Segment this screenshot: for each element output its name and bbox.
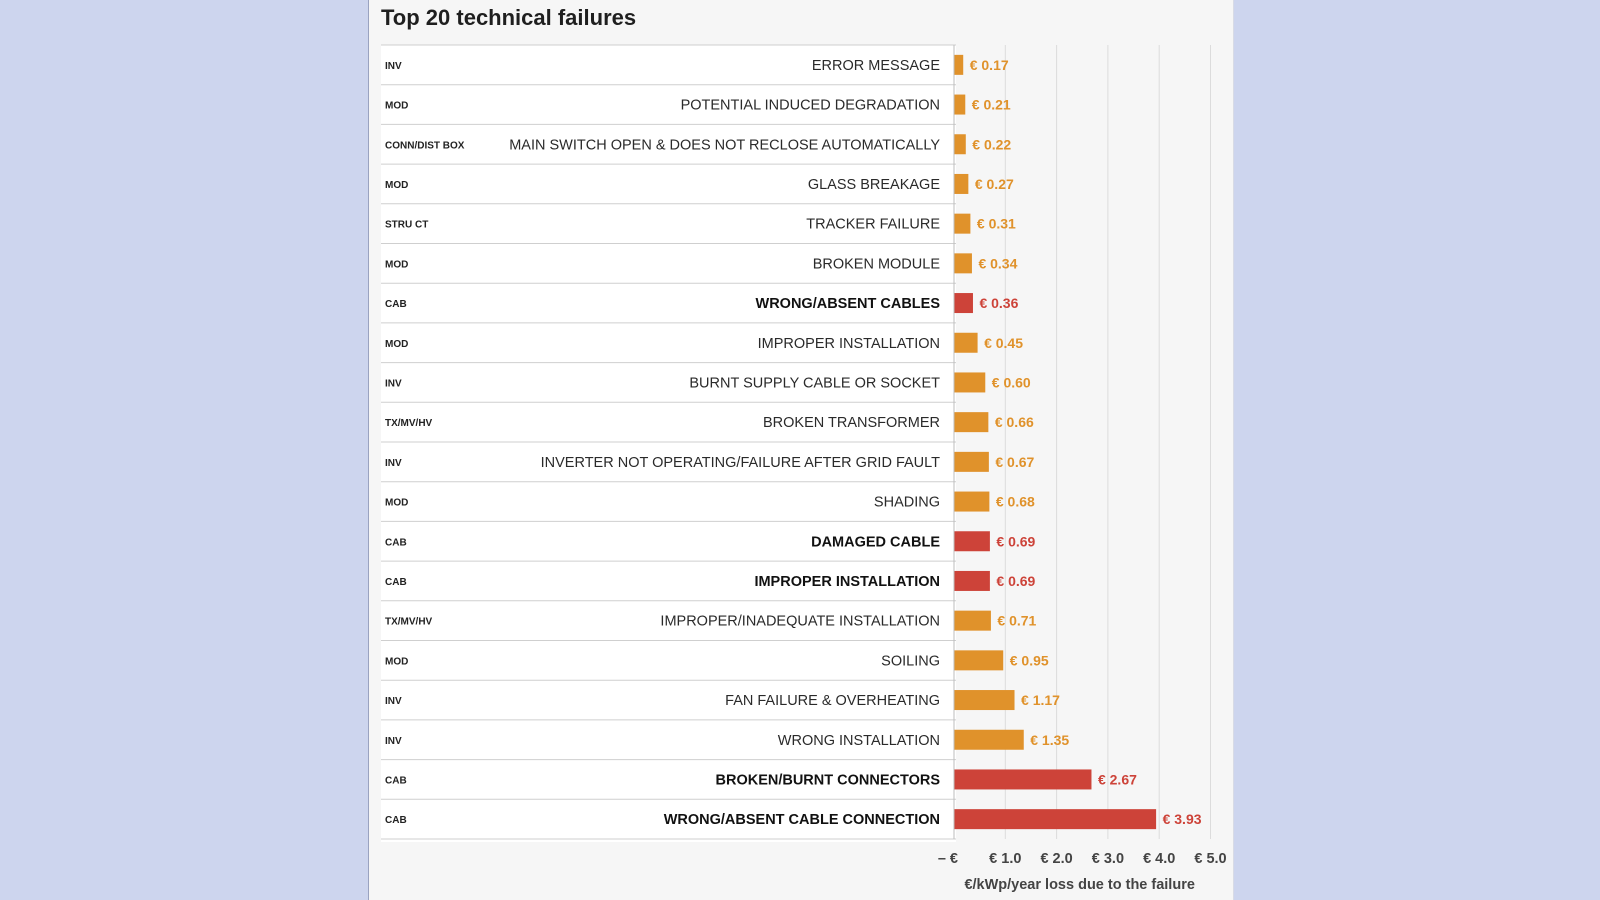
bar bbox=[954, 531, 990, 552]
failure-name: GLASS BREAKAGE bbox=[808, 177, 940, 193]
failure-name: INVERTER NOT OPERATING/FAILURE AFTER GRI… bbox=[541, 455, 940, 471]
failure-category: CAB bbox=[385, 815, 407, 826]
failure-category: MOD bbox=[385, 339, 408, 350]
bar bbox=[954, 94, 966, 115]
bar-chart: INV ERROR MESSAGE € 0.17 MOD POTENTIAL INDUC… bbox=[381, 44, 1227, 893]
bar bbox=[954, 134, 966, 155]
bar bbox=[954, 213, 971, 234]
bar bbox=[954, 293, 973, 314]
bar bbox=[954, 769, 1092, 790]
x-tick-label: € 5.0 bbox=[1194, 851, 1226, 867]
failure-name: IMPROPER INSTALLATION bbox=[758, 336, 940, 352]
bar bbox=[954, 54, 964, 75]
x-tick-label: € 3.0 bbox=[1092, 851, 1124, 867]
bar bbox=[954, 253, 972, 274]
bar-value-label: € 0.45 bbox=[984, 335, 1023, 351]
failure-category: TX/MV/HV bbox=[385, 418, 433, 429]
failure-category: STRU CT bbox=[385, 220, 428, 231]
bar-value-label: € 0.17 bbox=[970, 57, 1009, 73]
bar bbox=[954, 372, 986, 393]
bar-value-label: € 1.35 bbox=[1030, 732, 1069, 748]
bar-value-label: € 0.69 bbox=[996, 573, 1035, 589]
bar bbox=[954, 412, 989, 433]
failure-category: INV bbox=[385, 378, 402, 389]
x-tick-label: € 2.0 bbox=[1040, 851, 1072, 867]
failure-category: MOD bbox=[385, 101, 408, 112]
bar-value-label: € 0.34 bbox=[978, 255, 1017, 271]
bar-value-label: € 0.68 bbox=[996, 494, 1035, 510]
bar bbox=[954, 809, 1157, 830]
failure-name: TRACKER FAILURE bbox=[806, 217, 940, 233]
bar bbox=[954, 173, 969, 194]
failure-category: CAB bbox=[385, 537, 407, 548]
bar bbox=[954, 491, 990, 512]
failure-name: IMPROPER INSTALLATION bbox=[754, 574, 940, 590]
failure-category: INV bbox=[385, 736, 402, 747]
bar bbox=[954, 610, 991, 631]
failure-name: ERROR MESSAGE bbox=[812, 58, 940, 74]
x-axis-label: €/kWp/year loss due to the failure bbox=[964, 877, 1194, 893]
failure-name: POTENTIAL INDUCED DEGRADATION bbox=[681, 98, 940, 114]
failure-name: BROKEN TRANSFORMER bbox=[763, 415, 940, 431]
bar-value-label: € 0.66 bbox=[995, 414, 1034, 430]
failure-name: BURNT SUPPLY CABLE OR SOCKET bbox=[689, 375, 940, 391]
failure-category: INV bbox=[385, 458, 402, 469]
failure-name: WRONG/ABSENT CABLE CONNECTION bbox=[664, 812, 940, 828]
bar-value-label: € 0.67 bbox=[995, 454, 1034, 470]
x-tick-label: – € bbox=[938, 851, 958, 867]
failure-name: DAMAGED CABLE bbox=[811, 534, 940, 550]
bar-value-label: € 1.17 bbox=[1021, 692, 1060, 708]
failure-name: IMPROPER/INADEQUATE INSTALLATION bbox=[660, 614, 940, 630]
bar-value-label: € 0.21 bbox=[972, 97, 1011, 113]
bar bbox=[954, 729, 1024, 750]
failure-category: CAB bbox=[385, 577, 407, 588]
failure-name: SOILING bbox=[881, 653, 940, 669]
bar-value-label: € 0.22 bbox=[972, 136, 1011, 152]
bar-value-label: € 0.95 bbox=[1010, 652, 1049, 668]
failure-name: FAN FAILURE & OVERHEATING bbox=[725, 693, 940, 709]
failure-category: INV bbox=[385, 61, 402, 72]
bar-value-label: € 0.31 bbox=[977, 216, 1016, 232]
failure-category: TX/MV/HV bbox=[385, 617, 433, 628]
chart-panel: Top 20 technical failures INV ERROR MESSA… bbox=[368, 0, 1234, 900]
failure-category: CAB bbox=[385, 775, 407, 786]
failure-category: INV bbox=[385, 696, 402, 707]
failure-name: BROKEN MODULE bbox=[813, 256, 941, 272]
failure-category: CAB bbox=[385, 299, 407, 310]
failure-name: MAIN SWITCH OPEN & DOES NOT RECLOSE AUTO… bbox=[509, 137, 940, 153]
x-tick-label: € 1.0 bbox=[989, 851, 1021, 867]
bar bbox=[954, 690, 1015, 711]
failure-category: MOD bbox=[385, 656, 408, 667]
failure-category: MOD bbox=[385, 180, 408, 191]
failure-name: BROKEN/BURNT CONNECTORS bbox=[716, 772, 941, 788]
failure-table-background bbox=[381, 45, 956, 842]
bar-value-label: € 0.36 bbox=[979, 295, 1018, 311]
failure-name: SHADING bbox=[874, 495, 940, 511]
chart-title: Top 20 technical failures bbox=[381, 5, 637, 30]
bar-value-label: € 3.93 bbox=[1163, 811, 1202, 827]
bar-value-label: € 2.67 bbox=[1098, 771, 1137, 787]
failure-name: WRONG/ABSENT CABLES bbox=[756, 296, 941, 312]
bar-value-label: € 0.60 bbox=[992, 374, 1031, 390]
bar-value-label: € 0.69 bbox=[996, 533, 1035, 549]
failure-name: WRONG INSTALLATION bbox=[778, 733, 940, 749]
bar bbox=[954, 570, 990, 591]
failure-category: MOD bbox=[385, 498, 408, 509]
x-tick-label: € 4.0 bbox=[1143, 851, 1175, 867]
bar-value-label: € 0.71 bbox=[997, 613, 1036, 629]
bar-value-label: € 0.27 bbox=[975, 176, 1014, 192]
bar bbox=[954, 332, 978, 353]
failure-category: MOD bbox=[385, 259, 408, 270]
failure-category: CONN/DIST BOX bbox=[385, 140, 465, 151]
bar bbox=[954, 650, 1004, 671]
bar bbox=[954, 451, 989, 472]
